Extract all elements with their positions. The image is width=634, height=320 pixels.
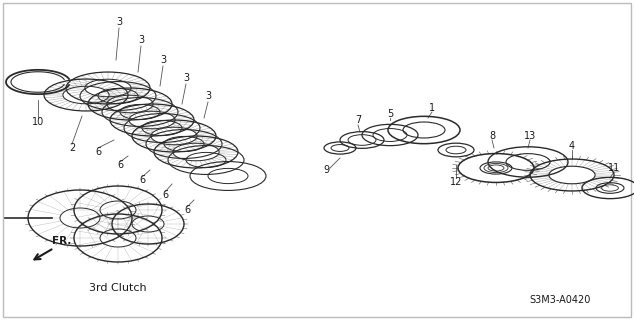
Text: 6: 6 bbox=[184, 205, 190, 215]
Text: 11: 11 bbox=[608, 163, 620, 173]
Text: 2: 2 bbox=[69, 143, 75, 153]
Text: 13: 13 bbox=[524, 131, 536, 141]
Text: S3M3-A0420: S3M3-A0420 bbox=[529, 295, 591, 305]
Text: 7: 7 bbox=[355, 115, 361, 125]
Text: 6: 6 bbox=[117, 160, 123, 170]
Text: 8: 8 bbox=[489, 131, 495, 141]
Text: FR.: FR. bbox=[52, 236, 72, 246]
Text: 4: 4 bbox=[569, 141, 575, 151]
Text: 3rd Clutch: 3rd Clutch bbox=[89, 283, 147, 293]
Text: 3: 3 bbox=[205, 91, 211, 101]
Text: 6: 6 bbox=[162, 190, 168, 200]
Text: 5: 5 bbox=[387, 109, 393, 119]
Text: 3: 3 bbox=[183, 73, 189, 83]
Text: 3: 3 bbox=[138, 35, 144, 45]
Text: 6: 6 bbox=[139, 175, 145, 185]
Text: 6: 6 bbox=[95, 147, 101, 157]
Text: 3: 3 bbox=[116, 17, 122, 27]
Text: 10: 10 bbox=[32, 117, 44, 127]
Text: 1: 1 bbox=[429, 103, 435, 113]
Text: 3: 3 bbox=[160, 55, 166, 65]
Text: 12: 12 bbox=[450, 177, 462, 187]
Text: 9: 9 bbox=[323, 165, 329, 175]
